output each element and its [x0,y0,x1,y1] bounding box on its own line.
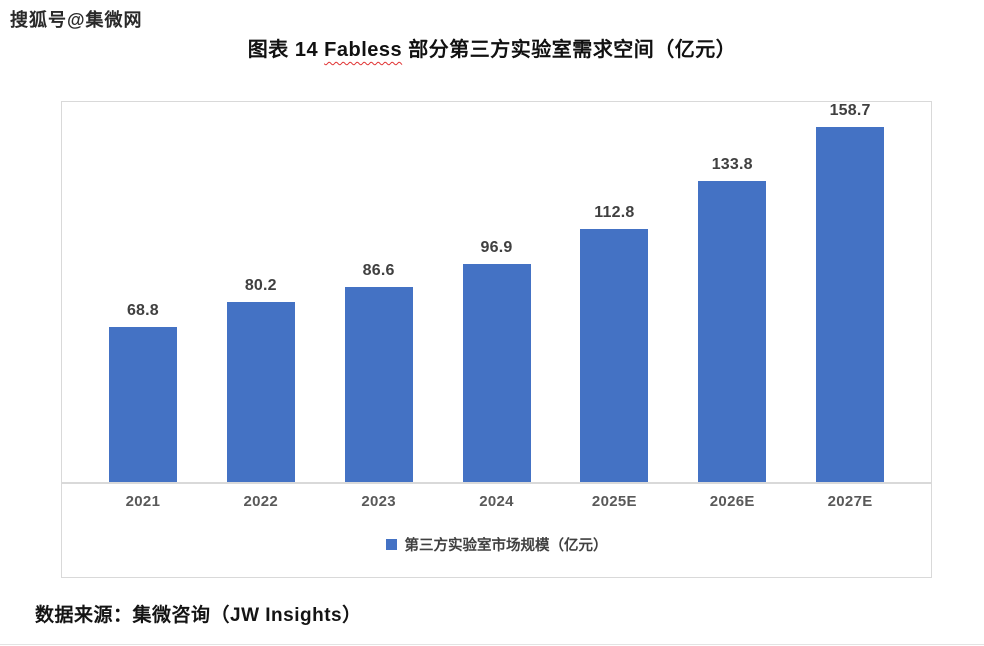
legend-label: 第三方实验室市场规模（亿元） [404,538,608,554]
data-source: 数据来源：集微咨询（JW Insights） [35,605,362,626]
x-axis-label: 2025E [591,493,637,510]
bar [108,327,177,482]
chart-title: 图表 14 Fabless 部分第三方实验室需求空间（亿元） [0,33,984,62]
x-axis-label: 2023 [361,493,396,510]
bar [816,127,885,482]
x-axis-label: 2022 [243,493,279,510]
bar-value-label: 158.7 [829,102,871,119]
bar-column: 80.2 [202,102,320,482]
bar [344,287,413,482]
title-suffix: 部分第三方实验室需求空间（亿元） [402,39,737,61]
bar-column: 112.8 [555,102,673,482]
bar-value-label: 86.6 [362,262,395,280]
title-prefix: 图表 14 [247,39,325,61]
bar-column: 158.7 [791,102,909,482]
x-axis-labels: 2021 2022 2023 2024 2025E 2026E 2027E [62,493,931,510]
bar-column: 133.8 [673,102,791,482]
chart-container: 68.8 80.2 86.6 96.9 112.8 133.8 158.7 2021 2022… [61,101,932,578]
bar-column: 68.8 [84,102,202,482]
bar [580,228,649,482]
bar-value-label: 133.8 [711,156,753,174]
title-misspelled-word: Fabless [324,39,403,61]
bar-value-label: 80.2 [244,276,277,294]
plot-area: 68.8 80.2 86.6 96.9 112.8 133.8 158.7 [62,102,931,484]
bar-value-label: 112.8 [594,203,635,221]
bar-column: 96.9 [438,102,556,482]
bottom-divider [0,644,984,645]
legend-marker [385,539,397,550]
x-axis-label: 2027E [827,493,873,510]
x-axis-label: 2026E [709,493,755,510]
bar-column: 86.6 [320,102,438,482]
x-axis-label: 2024 [479,493,514,510]
x-axis-label: 2021 [125,493,161,510]
bar [462,264,531,482]
bar-value-label: 68.8 [126,302,159,320]
bar [226,301,295,482]
bar-value-label: 96.9 [480,239,513,257]
watermark: 搜狐号@集微网 [10,10,143,30]
bar [698,181,767,482]
legend: 第三方实验室市场规模（亿元） [62,534,931,555]
